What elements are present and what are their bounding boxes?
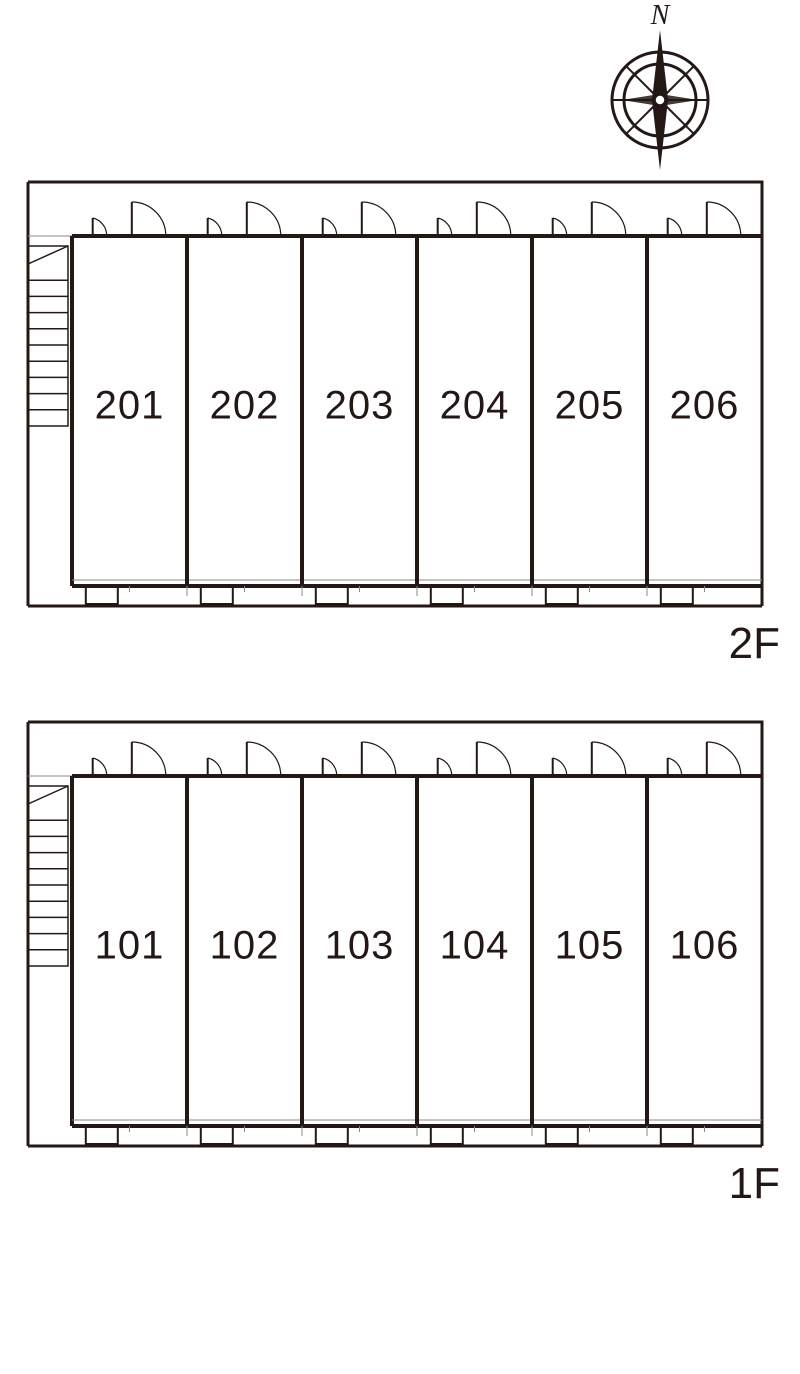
floor-1F: 101 102 103 104 105 106 1F xyxy=(28,722,780,1208)
window-icon xyxy=(546,1126,578,1144)
window-icon xyxy=(201,1126,233,1144)
stair-icon xyxy=(28,246,68,426)
unit-label-103: 103 xyxy=(325,924,395,968)
unit-label-101: 101 xyxy=(95,924,165,968)
unit-label-202: 202 xyxy=(210,384,280,428)
unit-label-104: 104 xyxy=(440,924,510,968)
window-icon xyxy=(661,1126,693,1144)
unit-label-206: 206 xyxy=(670,384,740,428)
window-icon xyxy=(546,586,578,604)
unit-label-203: 203 xyxy=(325,384,395,428)
floorplan-diagram: N2012022032042052062F1011021031041051061… xyxy=(0,0,800,1374)
window-icon xyxy=(86,1126,118,1144)
window-icon xyxy=(316,586,348,604)
unit-label-105: 105 xyxy=(555,924,625,968)
floor-label-1F: 1F xyxy=(729,1159,780,1208)
unit-label-205: 205 xyxy=(555,384,625,428)
compass-icon: N xyxy=(612,0,708,170)
window-icon xyxy=(431,586,463,604)
unit-label-106: 106 xyxy=(670,924,740,968)
window-icon xyxy=(316,1126,348,1144)
window-icon xyxy=(86,586,118,604)
window-icon xyxy=(431,1126,463,1144)
floor-2F: 201 202 203 204 205 206 2F xyxy=(28,182,780,668)
unit-label-201: 201 xyxy=(95,384,165,428)
stair-icon xyxy=(28,786,68,966)
window-icon xyxy=(661,586,693,604)
floor-label-2F: 2F xyxy=(729,619,780,668)
unit-label-102: 102 xyxy=(210,924,280,968)
window-icon xyxy=(201,586,233,604)
unit-label-204: 204 xyxy=(440,384,510,428)
compass-label: N xyxy=(650,0,671,31)
